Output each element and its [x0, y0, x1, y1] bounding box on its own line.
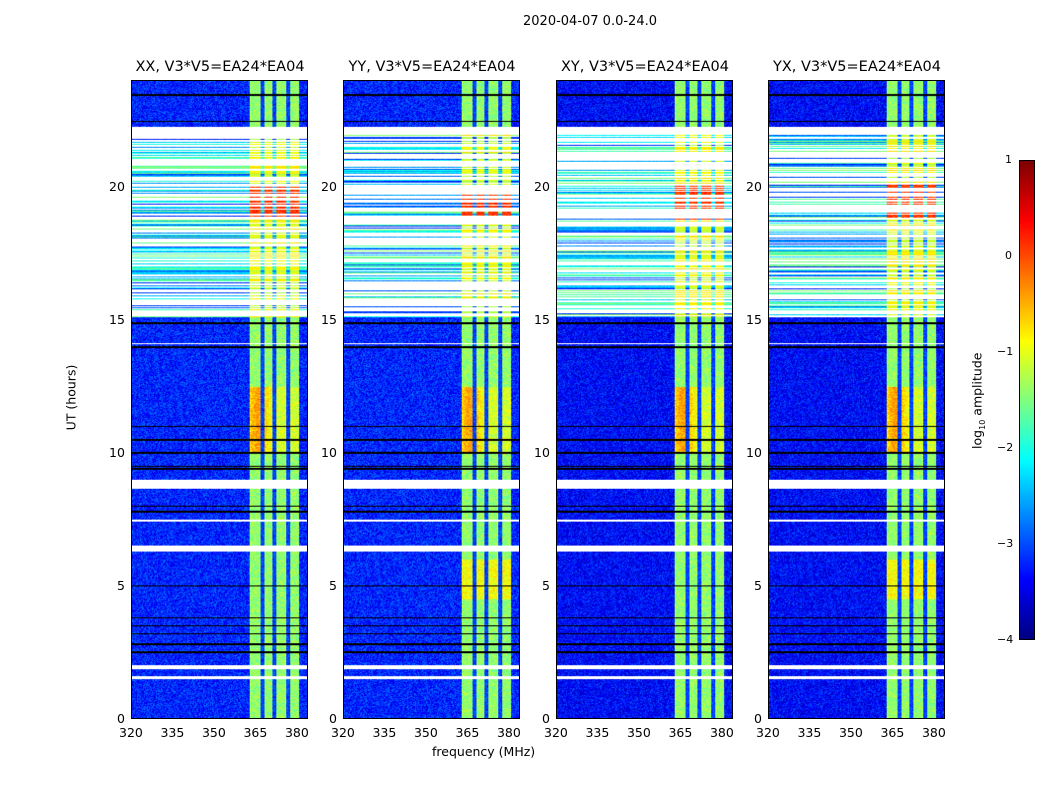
y-tick-label: 15 — [746, 311, 762, 327]
panel-title-xx: XX, V3*V5=EA24*EA04 — [135, 59, 305, 75]
y-tick-label: 10 — [321, 444, 337, 460]
y-tick-label: 20 — [321, 178, 337, 194]
heatmap-yy — [343, 80, 520, 719]
x-tick-label: 365 — [880, 725, 905, 740]
y-tick-label: 10 — [746, 444, 762, 460]
x-tick-label: 335 — [797, 725, 822, 740]
x-tick-label: 380 — [284, 725, 309, 740]
panel-title-yy: YY, V3*V5=EA24*EA04 — [348, 59, 516, 75]
y-tick-label: 5 — [754, 577, 762, 593]
x-tick-label: 365 — [243, 725, 268, 740]
x-tick-label: 365 — [455, 725, 480, 740]
y-axis-label: UT (hours) — [63, 364, 79, 431]
x-tick-label: 380 — [709, 725, 734, 740]
colorbar-tick-label: −1 — [997, 345, 1014, 358]
x-tick-label: 350 — [201, 725, 226, 740]
figure-title: 2020-04-07 0.0-24.0 — [523, 14, 657, 29]
y-tick-label: 20 — [746, 178, 762, 194]
colorbar-tick-label: −3 — [997, 537, 1014, 550]
heatmap-yx — [768, 80, 945, 719]
x-tick-label: 320 — [756, 725, 780, 740]
y-tick-label: 15 — [321, 311, 337, 327]
colorbar-tick-label: −4 — [997, 633, 1014, 646]
x-tick-label: 365 — [668, 725, 693, 740]
y-tick-label: 15 — [109, 311, 125, 327]
y-tick-label: 20 — [109, 178, 125, 194]
y-tick-label: 0 — [754, 711, 762, 726]
colorbar-label: log10 amplitude — [969, 352, 987, 449]
x-tick-label: 335 — [160, 725, 185, 740]
panel-title-yx: YX, V3*V5=EA24*EA04 — [772, 59, 941, 75]
x-tick-label: 380 — [921, 725, 946, 740]
x-tick-label: 335 — [372, 725, 397, 740]
y-tick-label: 0 — [329, 711, 337, 726]
x-tick-label: 320 — [331, 725, 355, 740]
y-tick-label: 10 — [109, 444, 125, 460]
y-tick-label: 10 — [534, 444, 550, 460]
x-tick-label: 320 — [544, 725, 568, 740]
y-tick-label: 0 — [117, 711, 125, 726]
y-tick-label: 5 — [329, 577, 337, 593]
x-tick-label: 380 — [496, 725, 521, 740]
y-tick-label: 5 — [542, 577, 550, 593]
panel-title-xy: XY, V3*V5=EA24*EA04 — [560, 59, 729, 75]
x-tick-label: 320 — [119, 725, 143, 740]
colorbar-tick-label: −2 — [997, 441, 1014, 454]
x-axis-label: frequency (MHz) — [432, 744, 536, 759]
colorbar — [1019, 160, 1035, 640]
colorbar-tick-label: 1 — [1005, 153, 1012, 166]
y-tick-label: 5 — [117, 577, 125, 593]
x-tick-label: 350 — [413, 725, 438, 740]
x-tick-label: 335 — [585, 725, 610, 740]
colorbar-tick-label: 0 — [1005, 249, 1012, 262]
heatmap-xy — [556, 80, 733, 719]
heatmap-xx — [131, 80, 308, 719]
y-tick-label: 0 — [542, 711, 550, 726]
x-tick-label: 350 — [838, 725, 863, 740]
x-tick-label: 350 — [626, 725, 651, 740]
y-tick-label: 15 — [534, 311, 550, 327]
y-tick-label: 20 — [534, 178, 550, 194]
